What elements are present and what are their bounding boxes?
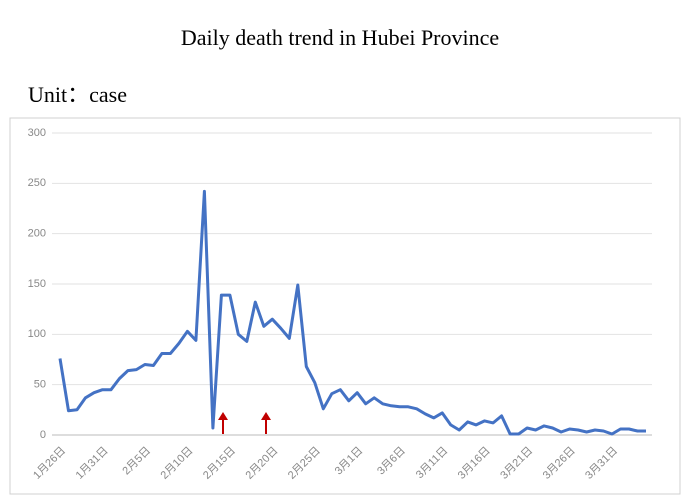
y-tick-label: 0 <box>40 429 46 441</box>
y-tick-label: 300 <box>28 127 46 139</box>
y-tick-label: 200 <box>28 228 46 240</box>
x-tick-label: 2月25日 <box>286 445 323 482</box>
x-tick-label: 1月31日 <box>74 445 111 482</box>
y-tick-label: 100 <box>28 328 46 340</box>
x-tick-label: 3月31日 <box>583 445 620 482</box>
x-tick-label: 2月15日 <box>201 445 238 482</box>
chart-frame <box>9 117 681 495</box>
x-tick-label: 2月10日 <box>159 445 196 482</box>
x-tick-label: 3月11日 <box>414 445 450 481</box>
annotation-arrows <box>218 412 271 434</box>
y-tick-label: 50 <box>34 379 46 391</box>
x-tick-label: 3月21日 <box>498 445 535 482</box>
y-tick-label: 250 <box>28 177 46 189</box>
unit-label: Unit：case <box>28 82 127 107</box>
arrow-head <box>261 412 271 420</box>
x-tick-label: 3月26日 <box>541 445 578 482</box>
x-tick-label: 1月26日 <box>31 445 68 482</box>
x-tick-label: 3月1日 <box>333 445 366 478</box>
x-tick-label: 3月6日 <box>375 445 408 478</box>
data-line <box>58 189 646 436</box>
arrow-head <box>218 412 228 420</box>
chart-title: Daily death trend in Hubei Province <box>181 25 499 50</box>
x-tick-label: 2月20日 <box>243 445 280 482</box>
x-tick-label: 2月5日 <box>120 445 153 478</box>
x-tick-label: 3月16日 <box>456 445 493 482</box>
y-tick-label: 150 <box>28 278 46 290</box>
